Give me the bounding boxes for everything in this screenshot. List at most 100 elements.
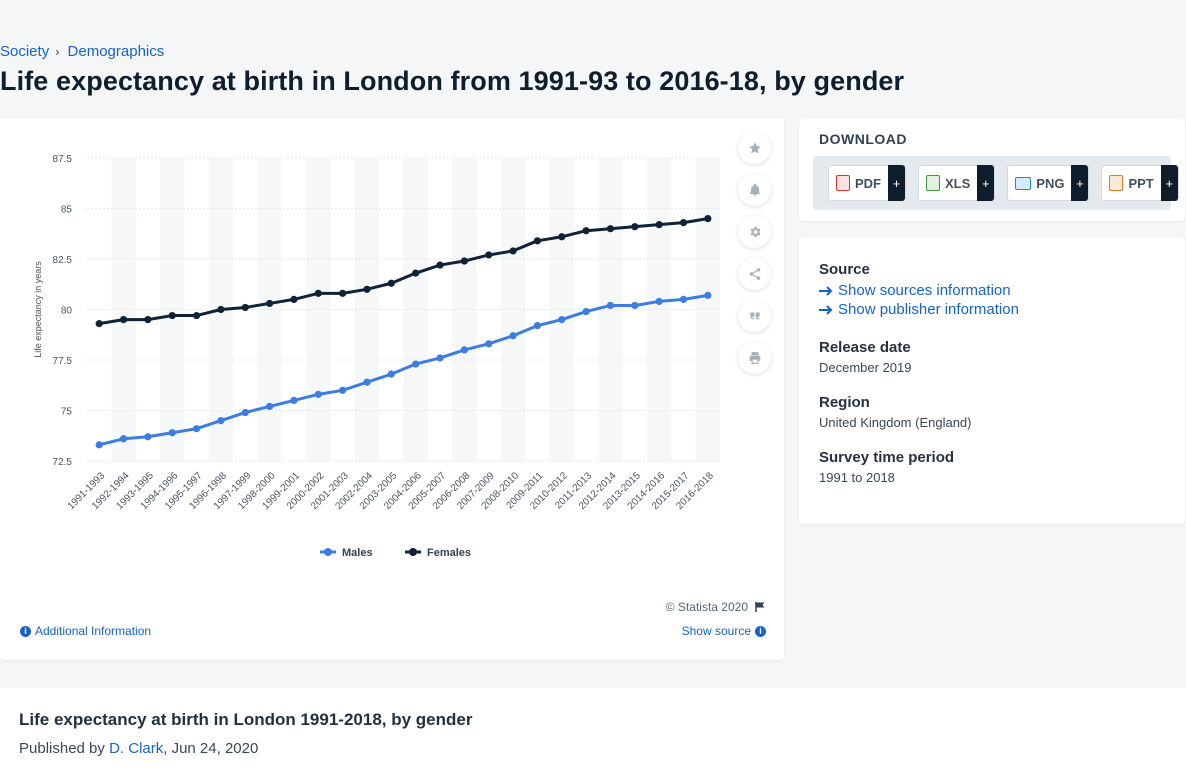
notification-button[interactable] — [738, 174, 771, 206]
print-button[interactable] — [738, 342, 771, 374]
show-publisher-label: Show publisher information — [838, 301, 1019, 318]
data-point-males — [217, 417, 225, 425]
copyright: © Statista 2020 — [666, 600, 766, 614]
data-point-males — [363, 378, 371, 386]
data-point-females — [631, 223, 639, 231]
release-date-heading: Release date — [819, 339, 911, 356]
cite-button[interactable] — [738, 300, 771, 332]
show-sources-label: Show sources information — [838, 282, 1011, 299]
y-tick-label: 82.5 — [53, 255, 73, 266]
y-tick-label: 80 — [61, 306, 73, 317]
xls-icon — [926, 175, 940, 191]
share-icon — [749, 268, 760, 280]
share-button[interactable] — [738, 258, 771, 290]
data-point-males — [95, 441, 103, 449]
data-point-females — [217, 305, 225, 314]
y-axis-title: Life expectancy in years — [33, 261, 43, 358]
data-point-females — [436, 261, 444, 269]
data-point-females — [655, 221, 663, 229]
data-point-females — [606, 225, 615, 233]
y-tick-label: 87.5 — [53, 154, 73, 165]
published-date: , Jun 24, 2020 — [163, 740, 259, 757]
y-tick-label: 72.5 — [53, 457, 73, 468]
show-source-link[interactable]: Show source i — [682, 624, 766, 638]
data-point-females — [582, 227, 590, 235]
data-point-females — [704, 215, 712, 223]
download-title: DOWNLOAD — [819, 131, 907, 147]
legend-swatch-marker — [409, 548, 417, 556]
legend-swatch-marker — [324, 548, 332, 556]
data-point-males — [485, 340, 493, 348]
data-point-males — [655, 297, 663, 306]
grid-band — [306, 158, 331, 461]
download-buttons: PDF + XLS + PNG + PPT + — [813, 156, 1179, 210]
additional-information-link[interactable]: i Additional Information — [20, 624, 151, 638]
bell-icon — [749, 183, 760, 196]
data-point-females — [679, 219, 688, 227]
download-xls-button[interactable]: XLS + — [918, 165, 996, 201]
flag-icon[interactable] — [754, 601, 766, 613]
additional-information-label: Additional Information — [35, 624, 152, 638]
data-point-females — [533, 237, 542, 245]
data-point-males — [509, 332, 517, 340]
source-heading: Source — [819, 261, 870, 278]
statistic-summary: Life expectancy at birth in London 1991-… — [0, 688, 1186, 768]
author-link[interactable]: D. Clark — [109, 740, 164, 757]
info-icon: i — [755, 625, 766, 637]
series-line-females — [98, 217, 709, 326]
data-point-males — [241, 408, 249, 417]
survey-period-heading: Survey time period — [819, 449, 955, 466]
data-point-males — [119, 435, 128, 443]
breadcrumb: Society › Demographics — [0, 43, 164, 60]
data-point-males — [290, 396, 298, 404]
statistic-title: Life expectancy at birth in London 1991-… — [19, 710, 473, 729]
data-point-males — [631, 301, 639, 310]
page-title: Life expectancy at birth in London from … — [0, 66, 905, 96]
plus-icon: + — [977, 165, 995, 201]
plus-icon: + — [888, 165, 905, 201]
show-publisher-link[interactable]: Show publisher information — [819, 301, 1165, 318]
download-ppt-button[interactable]: PPT + — [1101, 165, 1179, 201]
breadcrumb-society[interactable]: Society — [0, 43, 50, 60]
data-point-females — [241, 303, 249, 312]
series-line-males — [98, 293, 709, 447]
copyright-text: © Statista 2020 — [665, 600, 748, 614]
data-point-females — [314, 289, 322, 297]
pdf-label: PDF — [855, 175, 881, 191]
printer-icon — [749, 352, 760, 364]
grid-band — [257, 158, 282, 461]
ppt-label: PPT — [1128, 175, 1154, 191]
published-prefix: Published by — [19, 740, 105, 757]
data-point-males — [679, 295, 688, 303]
data-point-males — [144, 433, 152, 441]
settings-button[interactable] — [738, 216, 771, 248]
ppt-icon — [1109, 175, 1124, 191]
data-point-males — [558, 316, 566, 324]
published-line: Published by D. Clark, Jun 24, 2020 — [19, 740, 1167, 757]
download-pdf-button[interactable]: PDF + — [828, 165, 906, 201]
star-icon — [748, 142, 761, 154]
data-point-females — [363, 285, 371, 293]
grid-band — [598, 158, 623, 461]
quote-icon — [749, 312, 760, 320]
download-png-button[interactable]: PNG + — [1007, 165, 1090, 201]
plus-icon: + — [1071, 165, 1089, 201]
data-point-males — [265, 402, 274, 411]
show-sources-link[interactable]: Show sources information — [819, 282, 1165, 299]
data-point-females — [119, 316, 128, 324]
region-value: United Kingdom (England) — [819, 415, 972, 430]
data-point-females — [168, 311, 176, 320]
data-point-females — [558, 233, 566, 241]
data-point-females — [192, 311, 201, 320]
data-point-females — [485, 251, 493, 259]
favorite-button[interactable] — [738, 132, 771, 164]
arrow-right-icon — [819, 285, 833, 296]
chart-card: 72.5 75 77.5 80 82.5 85 87.5 Life expectancy in… — [0, 118, 784, 660]
data-point-males — [387, 370, 395, 378]
release-date-value: December 2019 — [819, 360, 912, 375]
data-point-males — [168, 429, 176, 437]
xls-label: XLS — [945, 175, 971, 191]
region-heading: Region — [819, 394, 870, 411]
breadcrumb-demographics[interactable]: Demographics — [67, 43, 165, 60]
data-point-females — [339, 289, 347, 297]
